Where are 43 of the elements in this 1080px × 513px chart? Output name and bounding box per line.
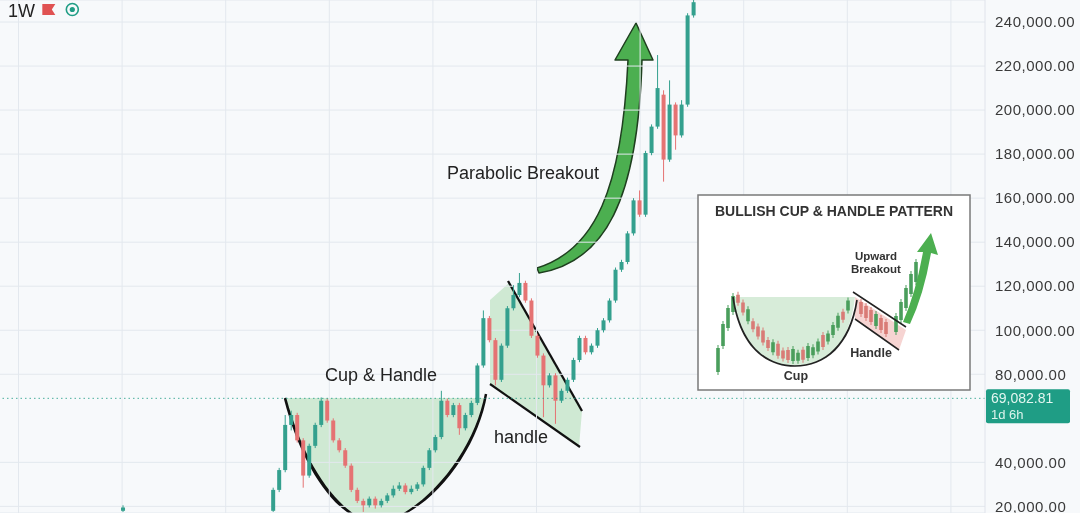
candlestick	[427, 447, 432, 471]
candlestick	[637, 189, 642, 218]
candlestick	[607, 297, 612, 324]
candlestick	[271, 487, 276, 513]
annotation: Cup	[783, 369, 809, 383]
annotation: Cup & Handle	[324, 365, 438, 385]
annotation: BULLISH CUP & HANDLE PATTERN	[715, 203, 953, 219]
candlestick	[523, 280, 528, 304]
chart-title: 1W	[8, 1, 36, 21]
candlestick	[571, 357, 576, 383]
candlestick	[583, 335, 588, 355]
candlestick	[313, 422, 318, 449]
candlestick	[445, 398, 450, 418]
candlestick	[535, 333, 540, 359]
candlestick	[343, 447, 348, 469]
y-tick-label: 240,000.00	[995, 13, 1076, 31]
y-tick-label: 180,000.00	[995, 145, 1076, 163]
y-tick-label: 120,000.00	[995, 277, 1076, 295]
annotation: Handle	[850, 346, 892, 360]
y-tick-label: 80,000.00	[995, 365, 1067, 383]
y-tick-label: 160,000.00	[995, 189, 1076, 207]
candlestick	[595, 327, 600, 349]
candlestick	[487, 315, 492, 343]
annotation: Parabolic Breakout	[446, 163, 600, 183]
y-tick-label: 220,000.00	[995, 57, 1076, 75]
candlestick	[325, 398, 330, 424]
ref-line-label: 69,082.81	[991, 390, 1054, 407]
annotation: Upward Breakout	[851, 250, 902, 276]
candlestick	[511, 284, 516, 311]
candlestick	[421, 465, 426, 488]
annotation: handle	[493, 427, 549, 447]
candlestick	[331, 417, 336, 444]
candlestick	[277, 467, 282, 493]
y-tick-label: 200,000.00	[995, 101, 1076, 119]
candlestick	[457, 402, 462, 436]
text: 1d 6h	[991, 407, 1024, 422]
y-tick-label: 100,000.00	[995, 321, 1076, 339]
y-tick-label: 20,000.00	[995, 497, 1067, 513]
y-tick-label: 40,000.00	[995, 453, 1067, 471]
y-tick-label: 140,000.00	[995, 233, 1076, 251]
candlestick	[289, 410, 294, 431]
candlestick	[517, 272, 522, 298]
candlestick	[577, 335, 582, 363]
